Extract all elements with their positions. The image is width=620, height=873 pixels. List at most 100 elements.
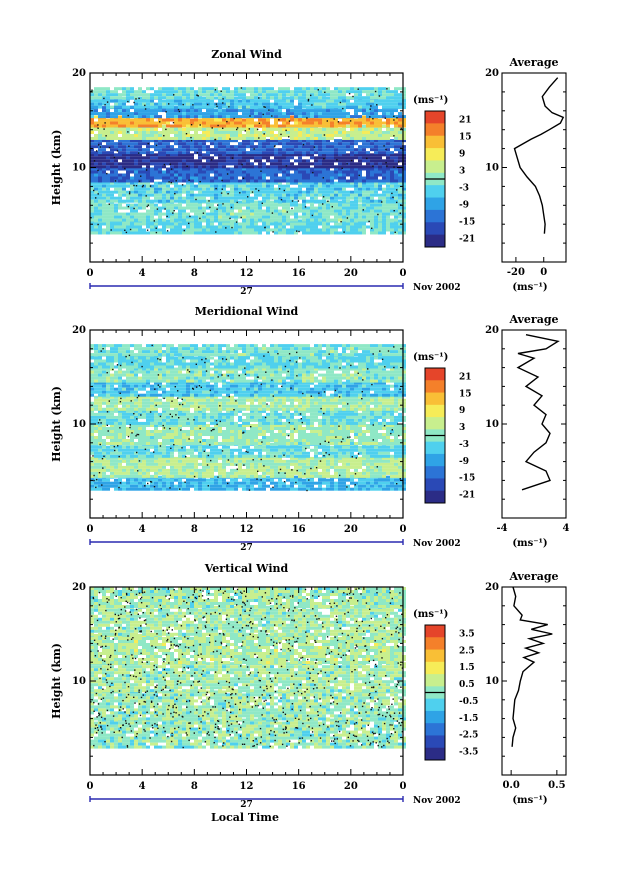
heatmap-cell [394,203,398,207]
heatmap-cell [302,112,306,116]
heatmap-cell [258,487,262,491]
heatmap-cell [266,196,270,200]
heatmap-cell [122,193,126,197]
heatmap-cell [210,148,214,152]
heatmap-cell [334,118,338,122]
heatmap-cell [282,139,286,143]
heatmap-cell [338,102,342,106]
heatmap-cell [334,121,338,125]
heatmap-cell [246,484,250,488]
heatmap-cell [338,109,342,113]
heatmap-cell [170,209,174,213]
heatmap-cell [150,159,154,163]
heatmap-cell [118,121,122,125]
heatmap-cell [254,167,258,171]
heatmap-cell [110,190,114,194]
heatmap-cell [178,456,182,460]
heatmap-cell [274,190,278,194]
heatmap-cell [118,99,122,103]
heatmap-cell [298,139,302,143]
heatmap-cell [398,112,402,116]
heatmap-cell [146,199,150,203]
heatmap-cell [102,196,106,200]
heatmap-cell [402,196,406,200]
heatmap-cell [110,130,114,134]
heatmap-cell [126,93,130,97]
heatmap-cell [154,145,158,149]
heatmap-cell [142,151,146,155]
contour-point [240,87,243,89]
heatmap-cell [102,209,106,213]
heatmap-cell [398,190,402,194]
heatmap-cell [198,215,202,219]
heatmap-cell [234,487,238,491]
heatmap-cell [274,225,278,229]
heatmap-cell [126,165,130,169]
heatmap-cell [134,130,138,134]
heatmap-cell [286,203,290,207]
contour-point [227,193,229,195]
heatmap-cell [194,102,198,106]
heatmap-cell [378,96,382,100]
heatmap-cell [158,215,162,219]
heatmap-cell [106,118,110,122]
heatmap-cell [202,231,206,235]
heatmap-cell [346,136,350,140]
heatmap-cell [378,148,382,152]
heatmap-cell [118,459,122,463]
heatmap-cell [366,109,370,113]
heatmap-cell [286,115,290,119]
heatmap-cell [182,481,186,485]
heatmap-cell [378,231,382,235]
colorbar-swatch [425,135,445,149]
heatmap-cell [226,487,230,491]
heatmap-cell [282,209,286,213]
heatmap-cell [342,184,346,188]
heatmap-cell [334,184,338,188]
heatmap-cell [374,487,378,491]
contour-point [209,206,211,209]
heatmap-cell [378,139,382,143]
heatmap-cell [174,181,178,185]
heatmap-cell [246,215,250,219]
heatmap-cell [106,102,110,106]
heatmap-cell [106,196,110,200]
heatmap-cell [214,139,218,143]
heatmap-cell [382,193,386,197]
heatmap-cell [210,118,214,122]
heatmap-cell [290,212,294,216]
average-x-tick-label: -20 [507,267,525,278]
heatmap-cell [198,228,202,232]
heatmap-cell [106,462,110,466]
heatmap-cell [334,127,338,131]
heatmap-cell [322,162,326,166]
heatmap-cell [322,179,326,183]
heatmap-cell [202,112,206,116]
heatmap-cell [150,115,154,119]
heatmap-cell [370,206,374,210]
heatmap-cell [238,187,242,191]
heatmap-cell [198,136,202,140]
contour-point [138,152,140,154]
heatmap-cell [218,96,222,100]
heatmap-cell [178,153,182,157]
heatmap-cell [266,456,270,460]
heatmap-cell [338,456,342,460]
heatmap-cell [338,484,342,488]
heatmap-cell [230,96,234,100]
heatmap-cell [398,136,402,140]
contour-point [127,131,129,133]
heatmap-cell [226,130,230,134]
heatmap-cell [346,206,350,210]
heatmap-cell [286,209,290,213]
contour-point [124,229,126,231]
heatmap-cell [302,165,306,169]
heatmap-cell [102,173,106,177]
heatmap-cell [194,222,198,226]
heatmap-cell [274,173,278,177]
heatmap-cell [390,156,394,160]
heatmap-cell [90,130,94,134]
heatmap-cell [134,206,138,210]
heatmap-cell [234,118,238,122]
heatmap-cell [186,181,190,185]
